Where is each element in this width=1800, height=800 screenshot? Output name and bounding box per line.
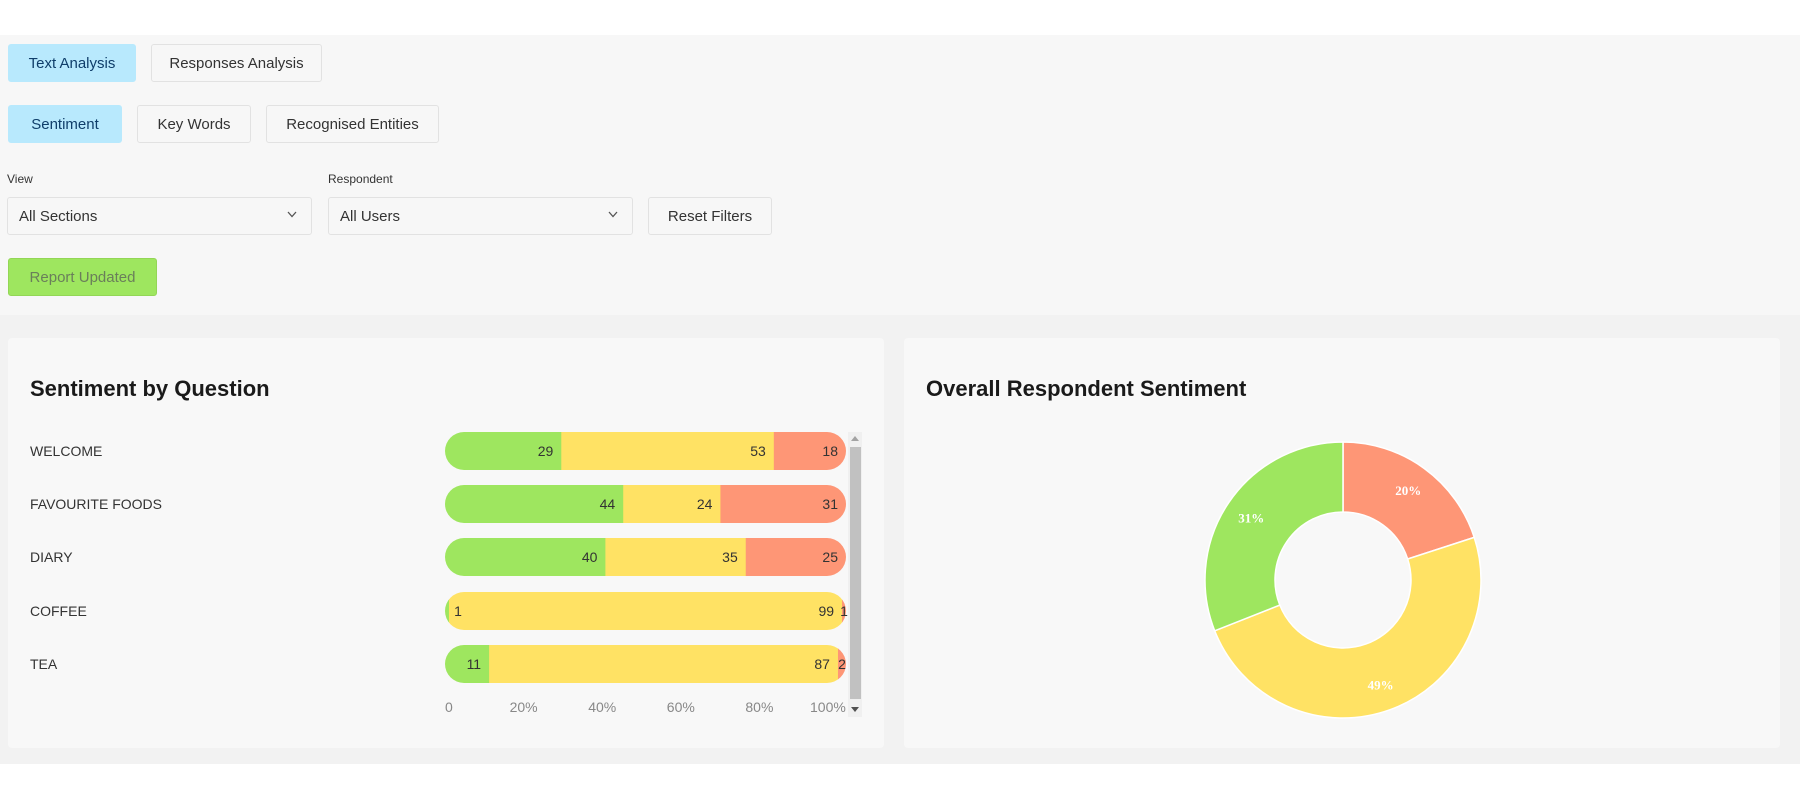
card-title: Overall Respondent Sentiment bbox=[926, 376, 1247, 401]
view-select[interactable]: All Sections bbox=[7, 197, 312, 235]
question-label: COFFEE bbox=[30, 603, 87, 619]
question-label: TEA bbox=[30, 656, 58, 672]
chevron-down-icon bbox=[608, 211, 618, 218]
scroll-down-arrow-icon[interactable] bbox=[851, 707, 859, 712]
x-tick-label: 60% bbox=[666, 699, 695, 715]
x-tick-label: 0 bbox=[445, 699, 453, 715]
x-tick-label: 40% bbox=[588, 699, 617, 715]
tab-key-words[interactable]: Key Words bbox=[137, 105, 251, 143]
respondent-label: Respondent bbox=[328, 172, 393, 186]
tab-sentiment[interactable]: Sentiment bbox=[8, 105, 122, 143]
sentiment-by-question-card: Sentiment by Question bbox=[8, 338, 884, 748]
question-label: DIARY bbox=[30, 549, 73, 565]
card-title: Sentiment by Question bbox=[30, 376, 270, 401]
tab-recognised-entities[interactable]: Recognised Entities bbox=[266, 105, 439, 143]
tab-text-analysis[interactable]: Text Analysis bbox=[8, 44, 136, 82]
view-label: View bbox=[7, 172, 33, 186]
x-tick-label: 80% bbox=[745, 699, 774, 715]
reset-filters-button[interactable]: Reset Filters bbox=[648, 197, 772, 235]
question-label: WELCOME bbox=[30, 443, 103, 459]
report-updated-button[interactable]: Report Updated bbox=[8, 258, 157, 296]
respondent-select-value: All Users bbox=[340, 207, 401, 225]
overall-sentiment-card: Overall Respondent Sentiment bbox=[904, 338, 1780, 748]
question-label: FAVOURITE FOODS bbox=[30, 496, 162, 512]
x-tick-label: 100% bbox=[810, 699, 846, 715]
view-select-value: All Sections bbox=[19, 207, 98, 225]
respondent-select[interactable]: All Users bbox=[328, 197, 633, 235]
x-tick-label: 20% bbox=[509, 699, 538, 715]
tab-responses-analysis[interactable]: Responses Analysis bbox=[151, 44, 322, 82]
scrollbar-thumb[interactable] bbox=[850, 447, 861, 699]
chevron-down-icon bbox=[287, 211, 297, 218]
scroll-up-arrow-icon[interactable] bbox=[851, 436, 859, 441]
